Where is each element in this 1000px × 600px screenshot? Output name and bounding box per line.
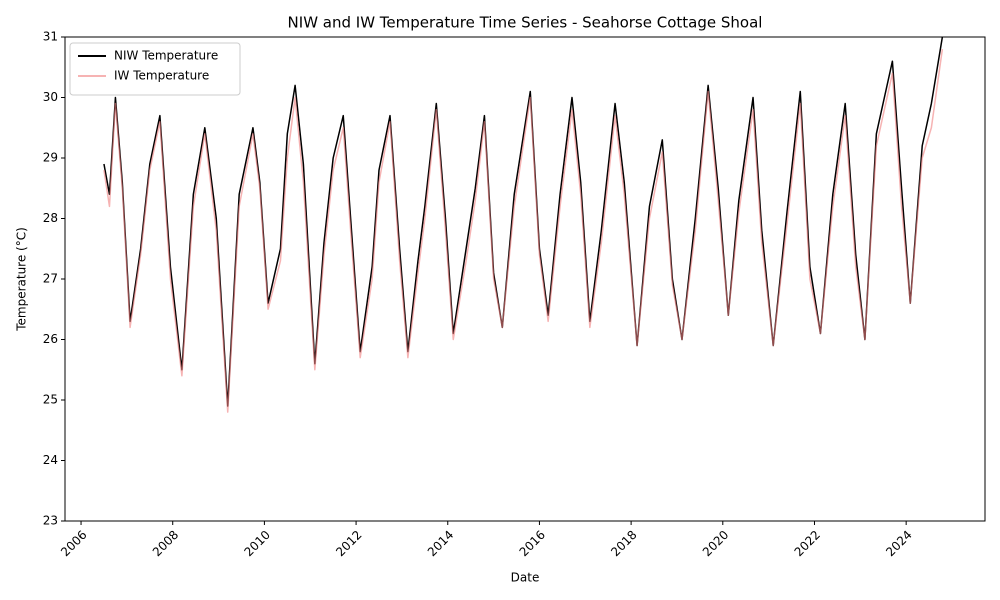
x-axis-label: Date: [511, 571, 540, 585]
y-tick-label: 24: [43, 453, 58, 467]
y-tick-label: 28: [43, 211, 58, 225]
y-tick-label: 23: [43, 514, 58, 528]
legend-label: NIW Temperature: [114, 49, 218, 63]
series-line: [103, 48, 944, 413]
y-tick-label: 30: [43, 90, 58, 104]
legend: NIW Temperature IW Temperature: [69, 42, 241, 96]
y-tick-label: 26: [43, 332, 58, 346]
y-tick-label: 31: [43, 30, 58, 44]
legend-label: IW Temperature: [114, 69, 209, 83]
y-tick-label: 27: [43, 272, 58, 286]
legend-box: [69, 42, 241, 96]
y-tick-label: 25: [43, 393, 58, 407]
plot-area: [103, 36, 944, 413]
chart-title: NIW and IW Temperature Time Series - Sea…: [288, 14, 763, 32]
y-tick-label: 29: [43, 151, 58, 165]
y-axis-label: Temperature (°C): [15, 227, 29, 332]
